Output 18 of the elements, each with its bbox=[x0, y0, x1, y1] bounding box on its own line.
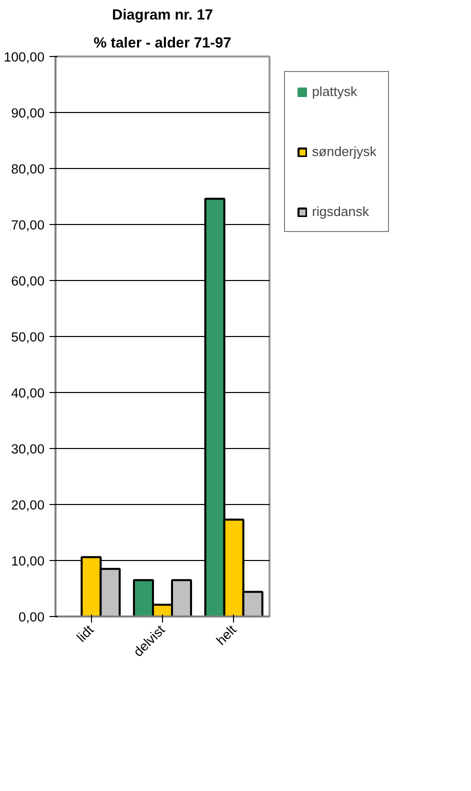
y-tick-label: 100,00 bbox=[4, 50, 44, 64]
y-tick-label: 20,00 bbox=[11, 498, 45, 512]
y-tick-label: 80,00 bbox=[11, 162, 45, 176]
y-tick-label: 70,00 bbox=[11, 218, 45, 232]
y-tick-label: 30,00 bbox=[11, 442, 45, 456]
y-tick-label: 40,00 bbox=[11, 386, 45, 400]
chart-subtitle: % taler - alder 71-97 bbox=[94, 36, 232, 52]
chart-title: Diagram nr. 17 bbox=[112, 8, 214, 24]
y-tick-label: 50,00 bbox=[11, 330, 45, 344]
y-tick-label: 60,00 bbox=[11, 274, 45, 288]
legend-label: plattysk bbox=[312, 84, 358, 99]
legend-label: rigsdansk bbox=[312, 204, 370, 219]
y-tick-label: 10,00 bbox=[11, 554, 45, 568]
x-tick-label: helt bbox=[213, 622, 240, 648]
y-tick-label: 90,00 bbox=[11, 106, 45, 120]
legend-label: sønderjysk bbox=[312, 144, 376, 159]
x-tick-label: lidt bbox=[74, 622, 97, 645]
y-tick-label: 0,00 bbox=[18, 610, 45, 624]
